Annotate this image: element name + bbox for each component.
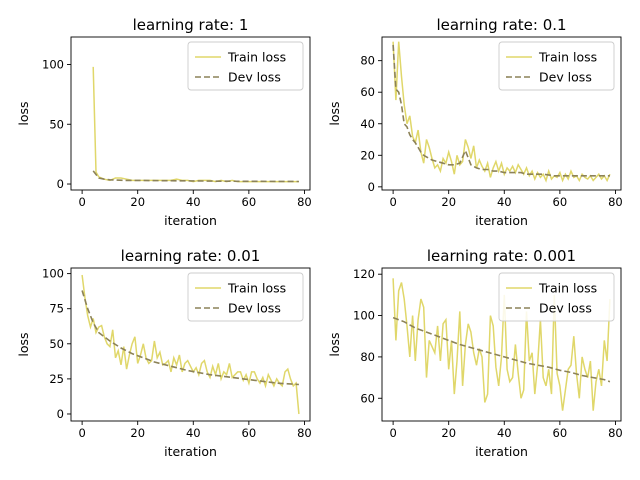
legend-entry: Dev loss	[539, 70, 592, 85]
subplot-title: learning rate: 1	[133, 16, 249, 34]
y-axis-label: loss	[327, 332, 342, 356]
legend-entry: Dev loss	[228, 70, 281, 85]
y-tick-label: 50	[49, 117, 64, 131]
dev-loss-line	[92, 170, 299, 183]
x-tick-label: 20	[441, 426, 456, 440]
legend-box	[498, 272, 615, 322]
x-tick-label: 20	[130, 195, 145, 209]
x-tick-label: 80	[608, 426, 623, 440]
x-tick-label: 80	[297, 195, 312, 209]
legend-entry: Train loss	[227, 281, 286, 296]
legend-entry: Train loss	[538, 50, 597, 65]
subplot-title: learning rate: 0.001	[427, 247, 576, 265]
x-tick-label: 0	[78, 195, 85, 209]
y-tick-label: 0	[57, 407, 64, 421]
x-tick-label: 20	[130, 426, 145, 440]
x-tick-label: 80	[297, 426, 312, 440]
x-tick-label: 60	[553, 426, 568, 440]
x-tick-label: 60	[242, 195, 257, 209]
x-tick-label: 40	[186, 195, 201, 209]
y-axis-label: loss	[327, 101, 342, 125]
subplot-4: learning rate: 0.001 0 20 40 60 80 60 80 100 120 i…	[327, 247, 623, 459]
legend: Train loss Dev loss	[498, 272, 615, 322]
x-tick-label: 40	[497, 426, 512, 440]
legend: Train loss Dev loss	[187, 272, 304, 322]
y-tick-label: 60	[360, 391, 375, 405]
y-tick-label: 100	[42, 267, 64, 281]
y-tick-label: 80	[360, 54, 375, 68]
legend-entry: Dev loss	[228, 301, 281, 316]
legend-entry: Train loss	[227, 50, 286, 65]
y-tick-label: 0	[368, 180, 375, 194]
y-tick-label: 60	[360, 85, 375, 99]
train-loss-line	[392, 278, 611, 411]
y-axis-label: loss	[16, 101, 31, 125]
legend-entry: Dev loss	[539, 301, 592, 316]
axes-frame	[70, 36, 311, 191]
axes-frame	[381, 36, 622, 191]
x-tick-label: 20	[441, 195, 456, 209]
legend-box	[498, 41, 615, 91]
y-tick-label: 100	[42, 57, 64, 71]
subplot-2: learning rate: 0.1 0 20 40 60 80 0 20 40 60 80 iter…	[327, 16, 623, 228]
x-tick-label: 40	[186, 426, 201, 440]
legend-entry: Train loss	[538, 281, 597, 296]
x-tick-label: 0	[389, 426, 396, 440]
x-axis-label: iteration	[475, 444, 528, 459]
train-loss-line	[81, 274, 300, 415]
y-axis-label: loss	[16, 332, 31, 356]
dev-loss-line	[392, 316, 611, 383]
x-tick-label: 80	[608, 195, 623, 209]
train-loss-line	[392, 41, 611, 183]
legend: Train loss Dev loss	[498, 41, 615, 91]
x-axis-label: iteration	[164, 444, 217, 459]
x-axis-label: iteration	[164, 213, 217, 228]
dev-loss-line	[392, 44, 610, 177]
legend-box	[187, 41, 304, 91]
y-tick-label: 120	[353, 267, 375, 281]
dev-loss-line	[81, 290, 299, 386]
x-axis-label: iteration	[475, 213, 528, 228]
axes-frame	[381, 267, 622, 422]
subplot-3: learning rate: 0.01 0 20 40 60 80 0 25 50 75 100 it…	[16, 247, 312, 459]
legend-box	[187, 272, 304, 322]
y-tick-label: 50	[49, 337, 64, 351]
y-tick-label: 20	[360, 148, 375, 162]
y-tick-label: 100	[353, 309, 375, 323]
x-tick-label: 40	[497, 195, 512, 209]
x-tick-label: 60	[242, 426, 257, 440]
y-tick-label: 75	[49, 302, 64, 316]
y-tick-label: 80	[360, 350, 375, 364]
subplot-title: learning rate: 0.1	[436, 16, 566, 34]
x-tick-label: 0	[78, 426, 85, 440]
subplot-1: learning rate: 1 0 20 40 60 80 0 50 100 iteration…	[16, 16, 312, 228]
axes-frame	[70, 267, 311, 422]
y-tick-label: 0	[57, 177, 64, 191]
y-tick-label: 25	[49, 372, 64, 386]
legend: Train loss Dev loss	[187, 41, 304, 91]
subplot-title: learning rate: 0.01	[121, 247, 261, 265]
y-tick-label: 40	[360, 117, 375, 131]
x-tick-label: 60	[553, 195, 568, 209]
x-tick-label: 0	[389, 195, 396, 209]
